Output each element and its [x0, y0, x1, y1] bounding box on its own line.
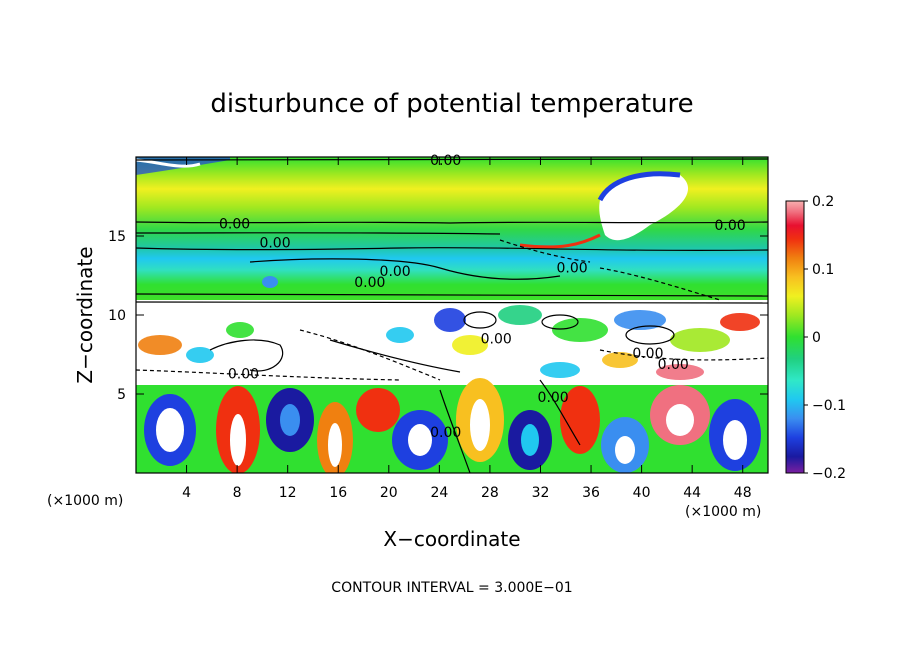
x-tick-label: 8: [233, 485, 242, 501]
y-axis-label: Z−coordinate: [73, 246, 97, 383]
colorbar: [785, 200, 805, 474]
x-tick-label: 16: [329, 485, 347, 501]
colorbar-tick-label: −0.2: [812, 466, 846, 482]
contour-label: 0.00: [430, 425, 461, 441]
y-tick-label: 10: [108, 308, 126, 324]
chart-title: disturbunce of potential temperature: [210, 89, 693, 119]
x-axis-label: X−coordinate: [383, 527, 520, 551]
contour-label: 0.00: [430, 153, 461, 169]
contour-label: 0.00: [714, 218, 745, 234]
colorbar-tick-label: 0: [812, 330, 821, 346]
contour-label: 0.00: [259, 235, 290, 251]
x-axis: 4 8 12 16 20 24 28 32 36 40 44 48: [182, 157, 752, 501]
contour-label: 0.00: [354, 275, 385, 291]
x-tick-label: 40: [633, 485, 651, 501]
contour-field: [136, 157, 768, 473]
contour-label: 0.00: [380, 264, 411, 280]
colorbar-tick-label: 0.1: [812, 262, 834, 278]
contour-label: 0.00: [219, 216, 250, 232]
contour-label: 0.00: [228, 366, 259, 382]
contour-label: 0.00: [658, 357, 689, 373]
x-tick-label: 12: [279, 485, 297, 501]
x-tick-label: 20: [380, 485, 398, 501]
contour-label: 0.00: [481, 332, 512, 348]
y-axis: 5 10 15: [108, 229, 768, 403]
x-tick-label: 36: [582, 485, 600, 501]
contour-label: 0.00: [556, 261, 587, 277]
x-unit-left: (×1000 m): [47, 493, 123, 509]
contour-label: 0.00: [538, 390, 569, 406]
contour-labels: 0.000.000.000.000.000.000.000.000.000.00…: [219, 153, 746, 441]
x-tick-label: 28: [481, 485, 499, 501]
x-unit-right: (×1000 m): [685, 504, 761, 520]
x-tick-label: 48: [734, 485, 752, 501]
colorbar-ticks: −0.2 −0.1 0 0.1 0.2: [804, 194, 846, 482]
y-tick-label: 15: [108, 229, 126, 245]
x-tick-label: 44: [683, 485, 701, 501]
x-tick-label: 24: [430, 485, 448, 501]
colorbar-tick-label: 0.2: [812, 194, 834, 210]
y-tick-label: 5: [117, 387, 126, 403]
contour-interval: CONTOUR INTERVAL = 3.000E−01: [331, 580, 572, 596]
x-tick-label: 32: [532, 485, 550, 501]
colorbar-tick-label: −0.1: [812, 398, 846, 414]
x-tick-label: 4: [182, 485, 191, 501]
contour-label: 0.00: [632, 346, 663, 362]
